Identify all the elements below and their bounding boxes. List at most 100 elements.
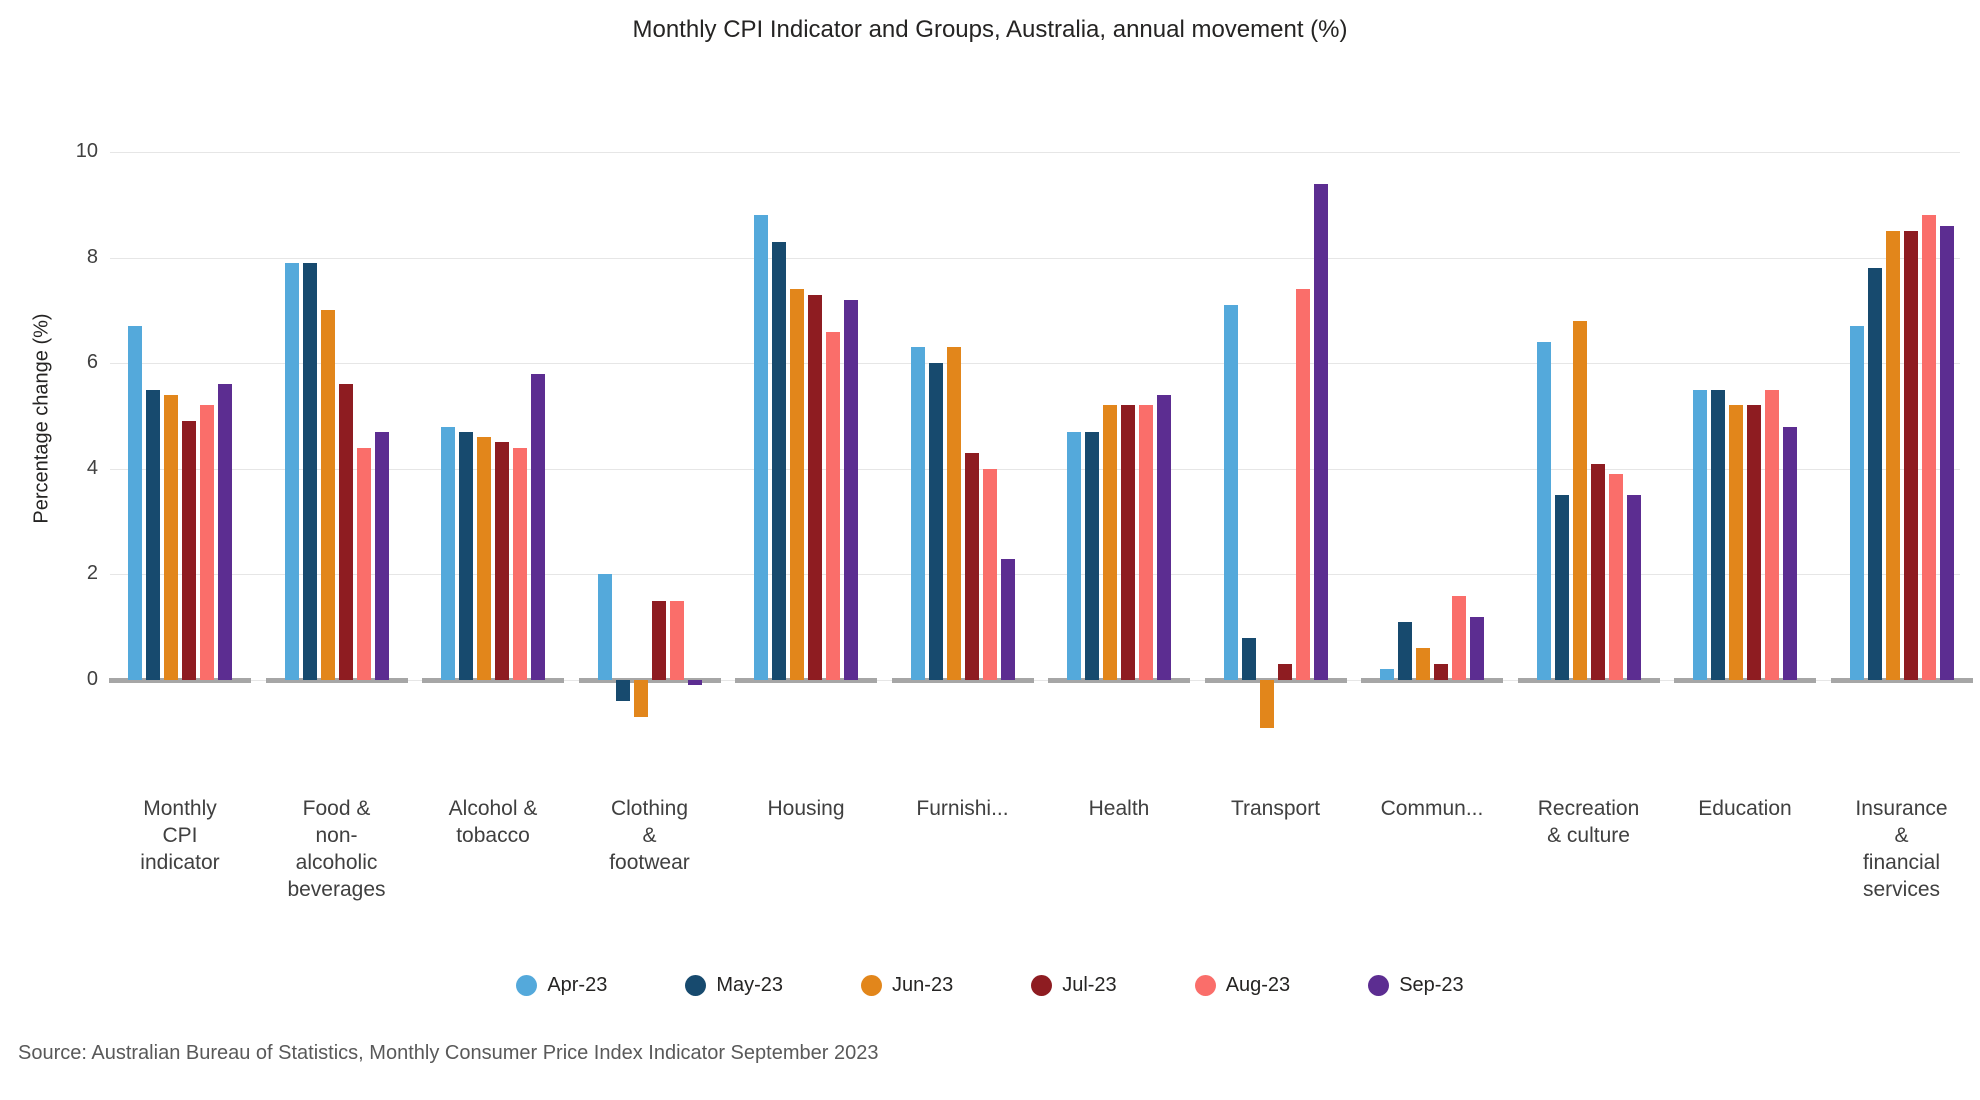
bar[interactable]	[1067, 431, 1081, 680]
bar[interactable]	[964, 452, 979, 680]
x-axis-label-line: beverages	[287, 878, 386, 901]
y-tick-label: 4	[86, 456, 98, 479]
bar[interactable]	[1398, 621, 1412, 680]
bar[interactable]	[772, 241, 786, 680]
bar[interactable]	[633, 680, 648, 717]
x-axis-label: Health	[1034, 795, 1204, 822]
bar[interactable]	[1157, 394, 1171, 680]
legend-item[interactable]: Jul-23	[1031, 974, 1117, 997]
bar[interactable]	[790, 289, 804, 680]
legend-item[interactable]: Jun-23	[861, 974, 953, 997]
bar[interactable]	[218, 384, 232, 680]
bar[interactable]	[1783, 426, 1797, 680]
bar[interactable]	[687, 680, 702, 686]
bar[interactable]	[146, 389, 160, 680]
x-axis-label-line: Education	[1698, 797, 1792, 820]
bar[interactable]	[302, 262, 317, 680]
bar[interactable]	[182, 421, 196, 680]
bar[interactable]	[808, 294, 822, 680]
bar[interactable]	[1921, 215, 1936, 680]
bar[interactable]	[1452, 595, 1466, 680]
legend-item[interactable]: May-23	[685, 974, 783, 997]
bar[interactable]	[1626, 495, 1641, 680]
bar[interactable]	[1608, 474, 1623, 680]
bar[interactable]	[754, 215, 768, 680]
bar[interactable]	[1765, 389, 1779, 680]
bar[interactable]	[284, 262, 299, 680]
bar[interactable]	[1380, 669, 1394, 680]
bar[interactable]	[1536, 342, 1551, 680]
bar[interactable]	[320, 310, 335, 680]
legend-label: Sep-23	[1399, 974, 1464, 996]
bar[interactable]	[441, 426, 455, 680]
bar[interactable]	[1939, 225, 1954, 680]
plot-area: 0 2 4 6 8 10	[76, 110, 1973, 742]
x-axis-label: Clothing & footwear	[565, 795, 735, 876]
axis-baseline	[735, 678, 877, 683]
legend-item[interactable]: Aug-23	[1194, 974, 1290, 997]
bar[interactable]	[669, 600, 684, 680]
bar[interactable]	[338, 384, 353, 680]
source-note: Source: Australian Bureau of Statistics,…	[18, 1042, 879, 1064]
bar[interactable]	[164, 394, 178, 680]
bar[interactable]	[597, 574, 612, 680]
bar[interactable]	[1259, 680, 1274, 728]
bar[interactable]	[513, 447, 527, 680]
bar[interactable]	[1867, 268, 1882, 680]
x-axis-label-line: Food &	[302, 797, 371, 820]
bar[interactable]	[1434, 664, 1448, 680]
axis-baseline	[1361, 678, 1503, 683]
bar[interactable]	[356, 447, 371, 680]
legend-swatch-icon	[516, 975, 538, 996]
bar[interactable]	[1121, 405, 1135, 680]
bar[interactable]	[531, 373, 545, 680]
bar[interactable]	[615, 680, 630, 702]
bar[interactable]	[1747, 405, 1761, 680]
bar[interactable]	[1885, 231, 1900, 680]
bar[interactable]	[1000, 558, 1015, 680]
bar[interactable]	[1711, 389, 1725, 680]
bar[interactable]	[495, 442, 509, 680]
bar[interactable]	[1590, 463, 1605, 680]
bar[interactable]	[1241, 637, 1256, 680]
bar[interactable]	[374, 431, 389, 680]
legend-label: Apr-23	[547, 974, 608, 996]
bar[interactable]	[1470, 616, 1484, 680]
bar[interactable]	[1554, 495, 1569, 680]
bar[interactable]	[946, 347, 961, 680]
legend: Apr-23 May-23 Jun-23 Jul-23 Aug-23 Sep-23	[0, 974, 1980, 997]
bar[interactable]	[1085, 431, 1099, 680]
bar[interactable]	[1223, 305, 1238, 680]
x-axis-label: Housing	[721, 795, 891, 822]
bar[interactable]	[1572, 320, 1587, 680]
bar[interactable]	[200, 405, 214, 680]
legend-item[interactable]: Sep-23	[1368, 974, 1464, 997]
bar[interactable]	[910, 347, 925, 680]
bar[interactable]	[1139, 405, 1153, 680]
bar[interactable]	[1103, 405, 1117, 680]
x-axis-label-line: Housing	[767, 797, 845, 820]
bar[interactable]	[1295, 289, 1310, 680]
bar[interactable]	[1849, 326, 1864, 680]
bar[interactable]	[1693, 389, 1707, 680]
bar[interactable]	[844, 299, 858, 680]
x-axis-label: Furnishi...	[878, 795, 1048, 822]
y-tick-label: 8	[86, 245, 98, 268]
x-axis-label-line: financial	[1862, 851, 1941, 874]
bar[interactable]	[826, 331, 840, 680]
bar[interactable]	[928, 363, 943, 680]
bar[interactable]	[651, 600, 666, 680]
bar[interactable]	[1729, 405, 1743, 680]
bar[interactable]	[1313, 183, 1328, 680]
bar[interactable]	[982, 468, 997, 680]
axis-baseline	[1048, 678, 1190, 683]
bar[interactable]	[128, 326, 142, 680]
legend-swatch-icon	[1368, 975, 1390, 996]
bar[interactable]	[1903, 231, 1918, 680]
bar[interactable]	[1416, 648, 1430, 680]
legend-item[interactable]: Apr-23	[516, 974, 607, 997]
bar[interactable]	[1277, 664, 1292, 680]
x-axis-label-line: Insurance	[1855, 797, 1948, 820]
bar[interactable]	[459, 431, 473, 680]
bar[interactable]	[477, 437, 491, 680]
